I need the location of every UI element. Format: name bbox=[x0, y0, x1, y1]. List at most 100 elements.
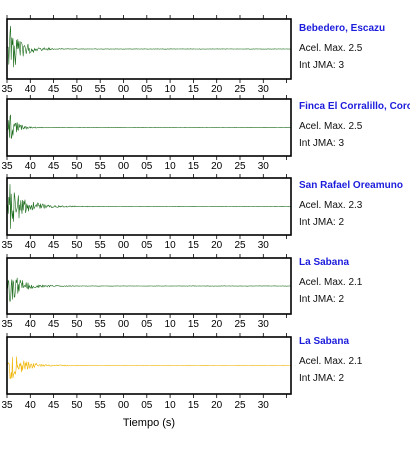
jma-line: Int JMA: 3 bbox=[299, 60, 410, 73]
tick-label: 20 bbox=[211, 84, 223, 95]
tick-label: 25 bbox=[234, 319, 246, 330]
accel-value: 2.3 bbox=[348, 200, 363, 211]
tick-label: 25 bbox=[234, 161, 246, 172]
tick-label: 10 bbox=[165, 240, 177, 251]
station-panel-2: 35 40 45 50 55 00 05 10 15 20 25 30 bbox=[1, 95, 292, 172]
tick-label: 55 bbox=[95, 161, 107, 172]
tick-label: 00 bbox=[118, 240, 130, 251]
tick-label: 05 bbox=[141, 319, 153, 330]
tick-label: 00 bbox=[118, 161, 130, 172]
jma-label: Int JMA: bbox=[299, 217, 336, 228]
tick-label: 35 bbox=[1, 240, 13, 251]
tick-label: 35 bbox=[1, 319, 13, 330]
jma-label: Int JMA: bbox=[299, 138, 336, 149]
tick-label: 50 bbox=[71, 240, 83, 251]
panel-frame bbox=[6, 177, 292, 236]
panel-frame bbox=[6, 98, 292, 157]
jma-line: Int JMA: 3 bbox=[299, 138, 410, 151]
accel-line: Acel. Max. 2.3 bbox=[299, 200, 410, 213]
tick-label: 50 bbox=[71, 319, 83, 330]
jma-label: Int JMA: bbox=[299, 294, 336, 305]
tick-label: 40 bbox=[25, 84, 37, 95]
tick-label: 30 bbox=[258, 240, 270, 251]
tick-label: 05 bbox=[141, 240, 153, 251]
tick-label: 55 bbox=[95, 400, 107, 411]
station-name: Finca El Corralillo, Coronado bbox=[299, 101, 410, 112]
station-panel-3: 35 40 45 50 55 00 05 10 15 20 25 30 bbox=[1, 174, 292, 251]
tick-label: 40 bbox=[25, 400, 37, 411]
accel-line: Acel. Max. 2.1 bbox=[299, 277, 410, 290]
tick-label: 05 bbox=[141, 161, 153, 172]
accel-label: Acel. Max. bbox=[299, 43, 346, 54]
panel-frame bbox=[6, 257, 292, 315]
tick-label: 40 bbox=[25, 240, 37, 251]
accel-line: Acel. Max. 2.1 bbox=[299, 356, 410, 369]
tick-label: 30 bbox=[258, 84, 270, 95]
tick-label: 30 bbox=[258, 161, 270, 172]
accel-line: Acel. Max. 2.5 bbox=[299, 121, 410, 134]
tick-label: 20 bbox=[211, 319, 223, 330]
accel-value: 2.1 bbox=[348, 356, 363, 367]
panel-frame bbox=[6, 336, 292, 395]
jma-value: 2 bbox=[338, 217, 345, 228]
tick-label: 00 bbox=[118, 400, 130, 411]
waveform-line bbox=[6, 277, 291, 303]
station-name: Bebedero, Escazu bbox=[299, 23, 386, 34]
tick-label: 35 bbox=[1, 161, 13, 172]
jma-label: Int JMA: bbox=[299, 60, 336, 71]
accel-label: Acel. Max. bbox=[299, 356, 346, 367]
waveform-line bbox=[6, 184, 291, 229]
jma-line: Int JMA: 2 bbox=[299, 217, 410, 230]
waveform-line bbox=[6, 356, 291, 379]
jma-label: Int JMA: bbox=[299, 373, 336, 384]
station-info-5: La Sabana Acel. Max. 2.1 Int JMA: 2 bbox=[299, 336, 410, 386]
tick-label: 30 bbox=[258, 400, 270, 411]
panel-frame bbox=[6, 18, 292, 80]
waveform-line bbox=[6, 25, 291, 68]
tick-label: 35 bbox=[1, 84, 13, 95]
tick-label: 45 bbox=[48, 84, 60, 95]
tick-label: 10 bbox=[165, 400, 177, 411]
station-name: La Sabana bbox=[299, 336, 350, 347]
tick-label: 15 bbox=[188, 319, 200, 330]
tick-label: 30 bbox=[258, 319, 270, 330]
tick-label: 00 bbox=[118, 319, 130, 330]
station-name: San Rafael Oreamuno bbox=[299, 180, 403, 191]
accel-value: 2.1 bbox=[348, 277, 363, 288]
station-info-4: La Sabana Acel. Max. 2.1 Int JMA: 2 bbox=[299, 257, 410, 307]
tick-label: 20 bbox=[211, 240, 223, 251]
tick-label: 05 bbox=[141, 400, 153, 411]
tick-label: 55 bbox=[95, 84, 107, 95]
tick-label: 50 bbox=[71, 84, 83, 95]
tick-label: 10 bbox=[165, 319, 177, 330]
tick-label: 45 bbox=[48, 319, 60, 330]
station-panel-1: 35 40 45 50 55 00 05 10 15 20 25 30 bbox=[1, 15, 292, 95]
jma-value: 2 bbox=[338, 294, 345, 305]
accel-value: 2.5 bbox=[348, 43, 363, 54]
tick-label: 25 bbox=[234, 400, 246, 411]
station-info-3: San Rafael Oreamuno Acel. Max. 2.3 Int J… bbox=[299, 180, 410, 230]
jma-line: Int JMA: 2 bbox=[299, 294, 410, 307]
tick-label: 45 bbox=[48, 161, 60, 172]
tick-label: 40 bbox=[25, 161, 37, 172]
accel-label: Acel. Max. bbox=[299, 277, 346, 288]
station-name: La Sabana bbox=[299, 257, 350, 268]
tick-label: 05 bbox=[141, 84, 153, 95]
tick-label: 50 bbox=[71, 161, 83, 172]
tick-label: 55 bbox=[95, 319, 107, 330]
waveform-line bbox=[6, 114, 291, 139]
tick-label: 10 bbox=[165, 84, 177, 95]
tick-label: 20 bbox=[211, 161, 223, 172]
tick-label: 35 bbox=[1, 400, 13, 411]
jma-value: 3 bbox=[338, 60, 345, 71]
tick-label: 15 bbox=[188, 400, 200, 411]
tick-label: 10 bbox=[165, 161, 177, 172]
accel-line: Acel. Max. 2.5 bbox=[299, 43, 410, 56]
tick-label: 15 bbox=[188, 161, 200, 172]
tick-label: 25 bbox=[234, 240, 246, 251]
jma-value: 2 bbox=[338, 373, 345, 384]
station-info-1: Bebedero, Escazu Acel. Max. 2.5 Int JMA:… bbox=[299, 23, 410, 73]
station-info-2: Finca El Corralillo, Coronado Acel. Max.… bbox=[299, 101, 410, 151]
tick-label: 25 bbox=[234, 84, 246, 95]
